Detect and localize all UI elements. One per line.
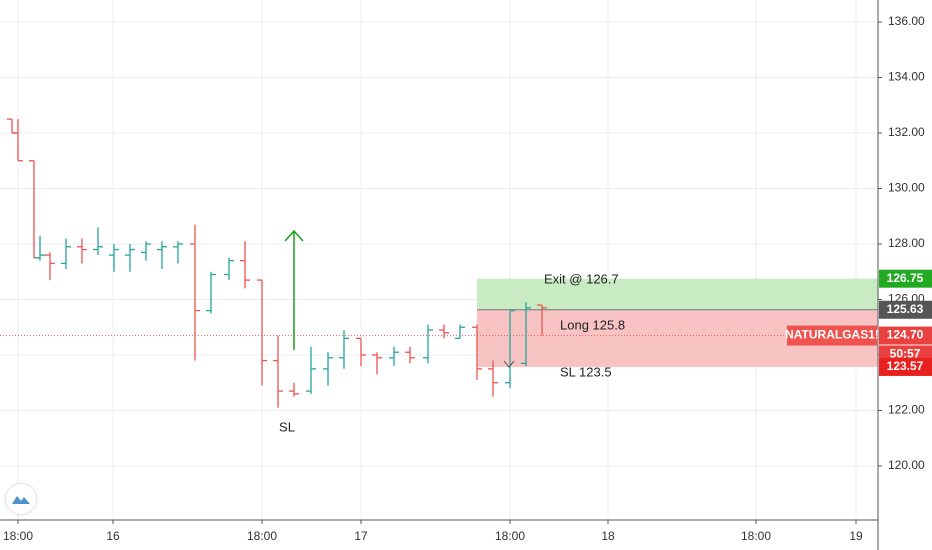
ohlc-bar xyxy=(35,235,45,261)
x-tick-label: 17 xyxy=(354,529,368,543)
price-tag-label: 124.70 xyxy=(887,328,924,342)
ohlc-bars xyxy=(7,118,547,408)
arrow-head xyxy=(284,229,304,242)
ohlc-bar xyxy=(93,227,103,256)
ohlc-bar xyxy=(339,330,349,369)
x-tick-label: 18 xyxy=(601,529,615,543)
y-tick-label: 132.00 xyxy=(888,125,925,139)
marker-chevron xyxy=(503,360,515,368)
annotation-label: SL xyxy=(279,419,295,434)
x-tick-label: 18:00 xyxy=(3,529,33,543)
ohlc-bar xyxy=(372,352,382,375)
target-zone xyxy=(477,278,878,310)
tradingview-logo-icon[interactable] xyxy=(6,484,36,514)
ohlc-bar xyxy=(109,244,119,272)
ohlc-bar xyxy=(488,360,498,397)
price-tag-bg xyxy=(879,300,932,319)
ohlc-bar xyxy=(405,346,415,364)
sl-label: SL 123.5 xyxy=(560,364,612,379)
ohlc-bar xyxy=(125,244,135,272)
ohlc-bar xyxy=(141,241,151,261)
ohlc-bar xyxy=(77,238,87,264)
x-tick-label: 18:00 xyxy=(495,529,525,543)
ohlc-bar xyxy=(224,257,234,281)
ohlc-bar xyxy=(289,382,299,397)
ohlc-bar xyxy=(13,119,23,162)
ohlc-bar xyxy=(389,346,399,367)
y-tick-label: 130.00 xyxy=(888,181,925,195)
logo-mark xyxy=(12,496,30,504)
price-tag-label: 125.63 xyxy=(887,302,924,316)
symbol-tag: NATURALGAS1! xyxy=(785,325,879,346)
price-tag: 123.57 xyxy=(879,357,932,376)
ohlc-bar xyxy=(439,324,449,339)
price-tag-label: 126.75 xyxy=(887,271,924,285)
ohlc-bar xyxy=(423,324,433,364)
ohlc-bar xyxy=(306,346,316,394)
exit-label: Exit @ 126.7 xyxy=(544,271,619,286)
up-arrow-drawing xyxy=(284,229,515,368)
ohlc-bar xyxy=(273,335,283,408)
ohlc-bar xyxy=(173,241,183,264)
ohlc-bar xyxy=(257,279,267,386)
x-tick-label: 18:00 xyxy=(741,529,771,543)
y-tick-label: 134.00 xyxy=(888,70,925,84)
price-tag-label: 123.57 xyxy=(887,359,924,373)
ohlc-bar xyxy=(190,224,200,361)
ohlc-bar xyxy=(455,324,465,340)
ohlc-bar xyxy=(240,241,250,289)
x-tick-label: 18:00 xyxy=(247,529,277,543)
ohlc-bar xyxy=(206,271,216,314)
x-tick-label: 19 xyxy=(849,529,863,543)
price-tag-label: 50:57 xyxy=(890,347,921,361)
ohlc-bar xyxy=(157,241,167,269)
price-tag: 126.75 xyxy=(879,269,932,288)
ohlc-bar xyxy=(537,304,547,336)
ohlc-bar xyxy=(521,302,531,367)
price-tag: 124.70 xyxy=(879,326,932,345)
price-tag-bg xyxy=(879,269,932,288)
symbol-tag-label: NATURALGAS1! xyxy=(785,328,879,342)
y-tick-label: 120.00 xyxy=(888,458,925,472)
ohlc-bar xyxy=(61,238,71,269)
symbol-tag-bg xyxy=(787,325,877,346)
y-tick-label: 128.00 xyxy=(888,236,925,250)
price-tag-bg xyxy=(879,357,932,376)
ohlc-bar xyxy=(505,309,515,389)
y-tick-label: 136.00 xyxy=(888,14,925,28)
ohlc-bar xyxy=(472,324,482,380)
y-tick-label: 122.00 xyxy=(888,403,925,417)
ohlc-bar xyxy=(45,252,55,281)
price-tag-bg xyxy=(879,326,932,345)
long-label: Long 125.8 xyxy=(560,317,625,332)
price-tag: 125.63 xyxy=(879,300,932,319)
ohlc-bar xyxy=(323,352,333,386)
annotations: SL Exit @ 126.7 Long 125.8 SL 123.5 xyxy=(279,271,625,434)
position-zones xyxy=(477,278,878,367)
grid-lines xyxy=(0,0,878,520)
ohlc-bar xyxy=(356,337,366,367)
x-tick-label: 16 xyxy=(106,529,120,543)
